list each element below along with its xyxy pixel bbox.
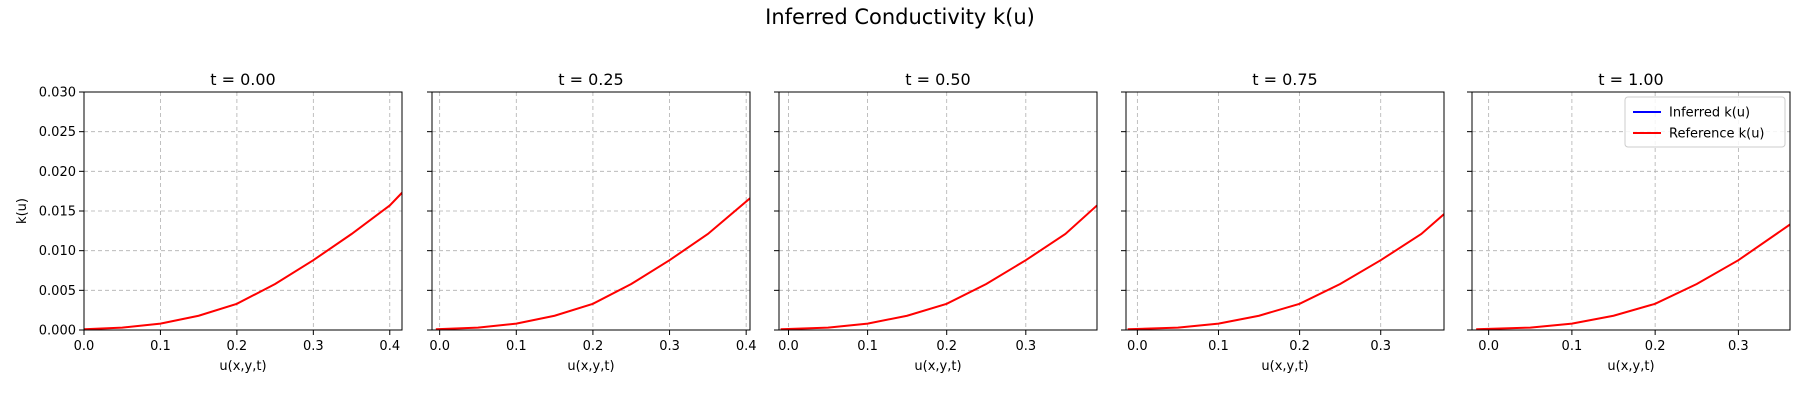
y-tick-label: 0.030 <box>39 86 76 101</box>
legend-label: Reference k(u) <box>1669 127 1765 142</box>
x-tick-label: 0.2 <box>227 339 248 354</box>
x-tick-label: 0.0 <box>778 339 799 354</box>
series-line-reference-k-u- <box>84 192 402 330</box>
x-tick-label: 0.3 <box>659 339 680 354</box>
figure-title: Inferred Conductivity k(u) <box>765 5 1035 29</box>
legend-label: Inferred k(u) <box>1669 106 1750 121</box>
legend-box <box>1624 96 1786 148</box>
x-tick-label: 0.4 <box>379 339 400 354</box>
x-tick-label: 0.3 <box>1015 339 1036 354</box>
panels: 0.0 0.1 0.2 0.3 0.4 0.000 0.005 0.010 0.015 0.020… <box>15 70 1791 374</box>
x-tick-label: 0.0 <box>1127 339 1148 354</box>
axes-frame <box>83 91 403 331</box>
x-tick-label: 0.0 <box>74 339 95 354</box>
x-tick-label: 0.0 <box>429 339 450 354</box>
x-axis-label: u(x,y,t) <box>567 359 614 374</box>
x-tick-label: 0.3 <box>1370 339 1391 354</box>
legend: Inferred k(u) Reference k(u) <box>1624 96 1786 148</box>
x-tick-label: 0.1 <box>1562 339 1583 354</box>
panel-title: t = 0.50 <box>905 70 970 89</box>
x-tick-label: 0.1 <box>150 339 171 354</box>
panel-title: t = 0.75 <box>1252 70 1317 89</box>
x-axis-label: u(x,y,t) <box>914 359 961 374</box>
series-line-reference-k-u- <box>1476 223 1790 330</box>
y-axis-label: k(u) <box>15 198 30 224</box>
axes-frame <box>431 91 751 331</box>
axes-frame <box>1125 91 1445 331</box>
panel-2: 0.0 0.1 0.2 0.3 0.4 t = 0.25 u(x,y,t) <box>427 70 757 374</box>
y-tick-label: 0.020 <box>39 165 76 180</box>
x-axis-label: u(x,y,t) <box>1607 359 1654 374</box>
x-tick-label: 0.2 <box>1289 339 1310 354</box>
x-tick-label: 0.3 <box>303 339 324 354</box>
x-tick-label: 0.4 <box>736 339 757 354</box>
y-tick-label: 0.025 <box>39 125 76 140</box>
y-tick-label: 0.015 <box>39 205 76 220</box>
y-tick-label: 0.005 <box>39 284 76 299</box>
y-tick-label: 0.000 <box>39 324 76 339</box>
grid <box>83 91 402 331</box>
x-axis-label: u(x,y,t) <box>219 359 266 374</box>
series-line-reference-k-u- <box>780 204 1097 330</box>
y-tick-label: 0.010 <box>39 244 76 259</box>
axes-frame <box>778 91 1098 331</box>
panel-4: 0.0 0.1 0.2 0.3 t = 0.75 u(x,y,t) <box>1121 70 1445 374</box>
panel-title: t = 0.00 <box>210 70 275 89</box>
grid <box>779 91 1097 331</box>
series-line-reference-k-u- <box>1127 213 1444 330</box>
panel-title: t = 0.25 <box>558 70 623 89</box>
x-tick-label: 0.1 <box>857 339 878 354</box>
grid <box>1126 91 1444 331</box>
x-tick-label: 0.1 <box>506 339 527 354</box>
x-tick-label: 0.2 <box>936 339 957 354</box>
x-axis-label: u(x,y,t) <box>1261 359 1308 374</box>
x-tick-label: 0.3 <box>1728 339 1749 354</box>
x-tick-label: 0.0 <box>1478 339 1499 354</box>
panel-3: 0.0 0.1 0.2 0.3 t = 0.50 u(x,y,t) <box>774 70 1098 374</box>
panel-title: t = 1.00 <box>1598 70 1663 89</box>
grid <box>432 91 750 331</box>
x-tick-label: 0.2 <box>1645 339 1666 354</box>
x-tick-label: 0.2 <box>583 339 604 354</box>
panel-5: 0.0 0.1 0.2 0.3 t = 1.00 u(x,y,t) Inferred k(u… <box>1467 70 1791 374</box>
series-line-reference-k-u- <box>435 197 750 330</box>
x-tick-label: 0.1 <box>1208 339 1229 354</box>
panel-1: 0.0 0.1 0.2 0.3 0.4 0.000 0.005 0.010 0.015 0.020… <box>15 70 403 374</box>
